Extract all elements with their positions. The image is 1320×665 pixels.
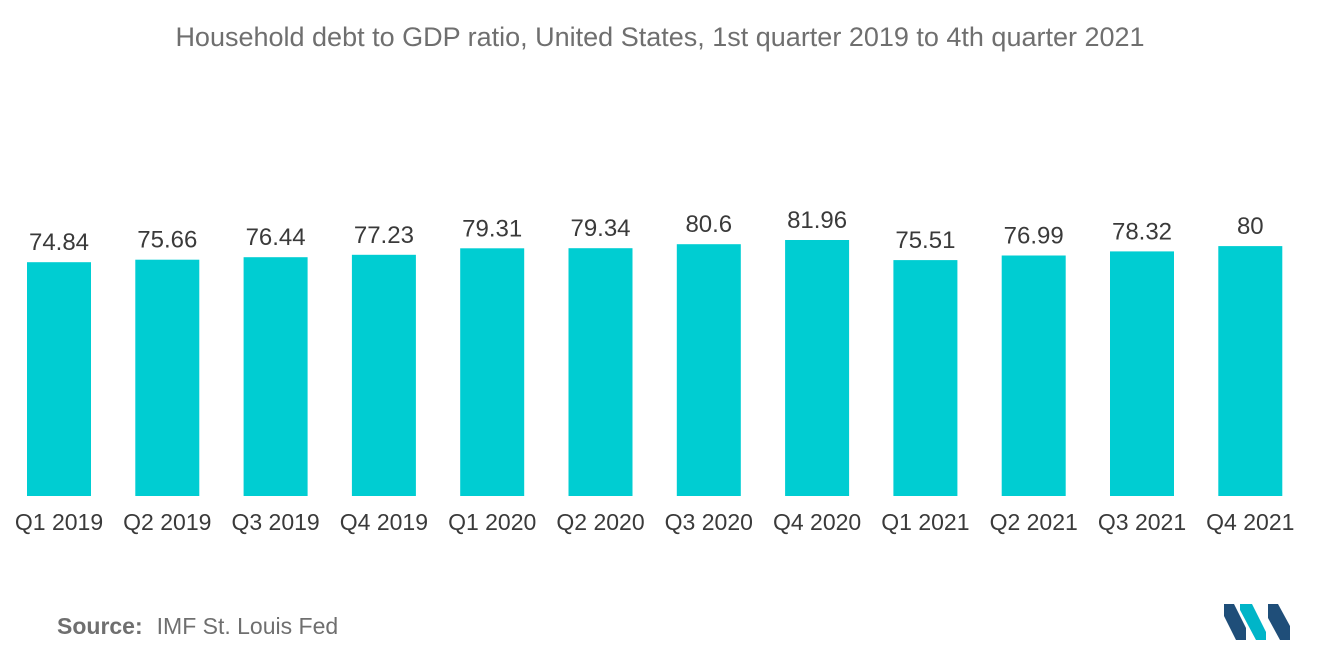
value-label: 76.99 bbox=[1004, 223, 1064, 250]
value-label: 80 bbox=[1237, 213, 1264, 240]
logo-shape-left bbox=[1224, 604, 1246, 640]
x-tick-label: Q2 2021 bbox=[990, 509, 1078, 535]
value-label: 75.51 bbox=[895, 227, 955, 254]
value-label: 79.31 bbox=[462, 215, 522, 242]
logo-shape-mid bbox=[1240, 604, 1266, 640]
x-tick-label: Q3 2020 bbox=[665, 509, 753, 535]
value-label: 81.96 bbox=[787, 207, 847, 234]
bar-q4-2021 bbox=[1218, 246, 1283, 496]
value-label: 77.23 bbox=[354, 222, 414, 249]
value-label: 75.66 bbox=[137, 227, 197, 254]
bar-q1-2020 bbox=[460, 248, 525, 496]
bar-q4-2020 bbox=[785, 240, 850, 496]
bar-q3-2021 bbox=[1110, 251, 1174, 496]
logo-shape-right bbox=[1268, 604, 1290, 640]
bar-q4-2019 bbox=[351, 254, 416, 496]
bar-q2-2020 bbox=[568, 248, 633, 496]
chart-title: Household debt to GDP ratio, United Stat… bbox=[175, 22, 1145, 52]
bar-q2-2019 bbox=[135, 259, 200, 496]
x-axis-tick-labels: Q1 2019 Q2 2019 Q3 2019 Q4 2019 Q1 2020 Q2 20… bbox=[15, 509, 1295, 535]
x-tick-label: Q3 2019 bbox=[231, 509, 319, 535]
x-tick-label: Q1 2021 bbox=[881, 509, 969, 535]
value-label: 79.34 bbox=[570, 215, 630, 242]
bar-q3-2019 bbox=[243, 257, 308, 496]
x-tick-label: Q4 2021 bbox=[1206, 509, 1294, 535]
mordor-intelligence-logo-icon bbox=[1224, 604, 1290, 640]
x-tick-label: Q1 2020 bbox=[448, 509, 536, 535]
bar-q1-2021 bbox=[893, 260, 958, 496]
x-tick-label: Q2 2019 bbox=[123, 509, 211, 535]
bar-q2-2021 bbox=[1001, 255, 1066, 496]
value-label: 78.32 bbox=[1112, 218, 1172, 245]
x-tick-label: Q3 2021 bbox=[1098, 509, 1186, 535]
x-tick-label: Q2 2020 bbox=[556, 509, 644, 535]
value-label: 80.6 bbox=[685, 211, 732, 238]
source-prefix: Source: bbox=[57, 613, 143, 639]
source-text: IMF St. Louis Fed bbox=[156, 613, 339, 639]
x-tick-label: Q4 2020 bbox=[773, 509, 861, 535]
bars-group bbox=[27, 240, 1283, 496]
bar-q3-2020 bbox=[676, 244, 741, 496]
value-labels-group: 74.84 75.66 76.44 77.23 79.31 79.34 80.6 81.96 7… bbox=[29, 207, 1264, 256]
x-tick-label: Q1 2019 bbox=[15, 509, 103, 535]
value-label: 74.84 bbox=[29, 229, 89, 256]
source-note: Source: IMF St. Louis Fed bbox=[57, 613, 338, 640]
bar-q1-2019 bbox=[27, 262, 91, 496]
value-label: 76.44 bbox=[246, 224, 306, 251]
x-tick-label: Q4 2019 bbox=[340, 509, 428, 535]
